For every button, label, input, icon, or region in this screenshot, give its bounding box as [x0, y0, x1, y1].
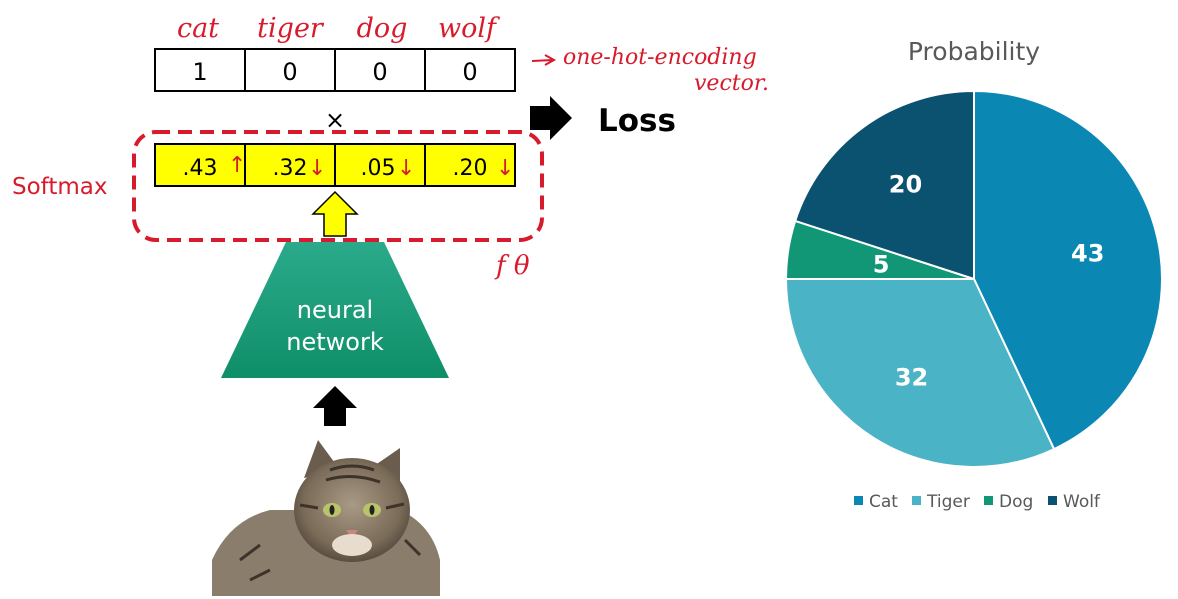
softmax-label: Softmax [12, 174, 108, 200]
chart-title: Probability [908, 37, 1040, 66]
softmax-value: .05 [361, 156, 396, 181]
legend-swatch-dog [984, 496, 993, 505]
pie-label-cat: 43 [1071, 240, 1104, 268]
legend-label-cat: Cat [869, 492, 898, 512]
softmax-value: .43 [183, 156, 218, 181]
softmax-down-arrow-icon: ↓ [308, 156, 326, 181]
onehot-value: 0 [282, 58, 297, 86]
legend-label-tiger: Tiger [926, 492, 970, 512]
onehot-cell [334, 48, 426, 92]
neural-network-block [221, 242, 449, 378]
onehot-note-line1: one-hot-encoding [563, 45, 757, 70]
softmax-value: .20 [453, 156, 488, 181]
pie-label-wolf: 20 [889, 171, 922, 199]
multiply-symbol: × [325, 106, 345, 134]
legend-swatch-cat [854, 496, 863, 505]
annotation-arrow-icon [531, 54, 557, 66]
pie-label-dog: 5 [873, 250, 890, 278]
pie-slice-tiger [784, 278, 1056, 468]
softmax-value: .32 [273, 156, 308, 181]
onehot-vector: 1 0 0 0 [154, 48, 516, 92]
legend-swatch-wolf [1048, 496, 1057, 505]
class-label-dog: dog [357, 13, 408, 44]
softmax-vector: .43 .32 .05 .20 ↑ ↓ ↓ ↓ [154, 143, 516, 187]
onehot-cell [154, 48, 246, 92]
pie-label-tiger: 32 [895, 363, 928, 391]
class-label-cat: cat [177, 13, 219, 44]
onehot-value: 0 [372, 58, 387, 86]
pie-slice-wolf [793, 89, 975, 281]
legend-label-wolf: Wolf [1063, 492, 1101, 512]
onehot-note-line2: vector. [694, 71, 769, 96]
class-label-wolf: wolf [438, 13, 500, 44]
loss-label: Loss [598, 103, 676, 139]
f-theta-box [132, 130, 544, 242]
cat-pupil [329, 505, 335, 515]
onehot-cell [424, 48, 516, 92]
output-arrow-icon [311, 190, 359, 237]
legend-label-dog: Dog [999, 492, 1033, 512]
input-arrow-icon [313, 386, 357, 426]
cat-image [212, 440, 440, 596]
onehot-value: 1 [192, 58, 207, 86]
f-theta-label: f θ [494, 251, 530, 281]
softmax-down-arrow-icon: ↓ [397, 156, 415, 181]
cat-pupil [369, 505, 375, 515]
class-label-tiger: tiger [257, 13, 325, 44]
cat-stripes [239, 464, 422, 582]
softmax-cell [424, 143, 516, 187]
loss-arrow-icon [530, 96, 572, 140]
cat-muzzle [332, 534, 372, 556]
softmax-up-arrow-icon: ↑ [228, 153, 246, 178]
pie-data-labels: 43 32 5 20 [873, 171, 1105, 392]
network-label-line1: neural [297, 296, 373, 324]
pie-slice-cat [973, 89, 1163, 451]
softmax-down-arrow-icon: ↓ [496, 156, 514, 181]
network-label-line2: network [286, 328, 384, 356]
pie-chart [784, 89, 1163, 468]
onehot-value: 0 [462, 58, 477, 86]
legend-swatch-tiger [912, 496, 921, 505]
cat-head [294, 458, 410, 562]
chart-legend: Cat Tiger Dog Wolf [854, 492, 1101, 512]
onehot-annotation: one-hot-encoding vector. [531, 45, 769, 96]
onehot-cell [244, 48, 336, 92]
class-labels: cat tiger dog wolf [177, 13, 500, 44]
